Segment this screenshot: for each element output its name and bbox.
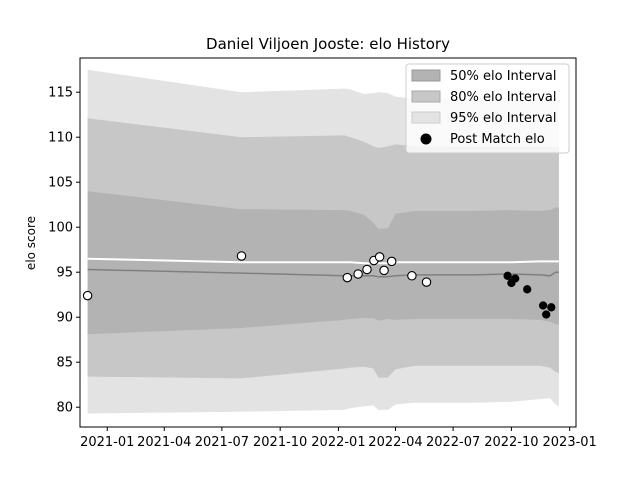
post-match-point-0 xyxy=(82,290,93,301)
legend-swatch-50 xyxy=(411,69,441,82)
y-tick-label-95: 95 xyxy=(56,266,73,281)
post-match-point-10 xyxy=(421,277,432,287)
legend-swatch-80 xyxy=(411,90,441,103)
y-tick-label-85: 85 xyxy=(56,356,73,371)
y-tick-label-115: 115 xyxy=(48,86,73,101)
y-tick-label-105: 105 xyxy=(48,176,73,191)
x-tick-label-2021-01: 2021-01 xyxy=(80,435,134,450)
legend-swatch-95 xyxy=(411,111,441,124)
legend-label-post-match: Post Match elo xyxy=(450,132,545,147)
post-match-point-17 xyxy=(547,303,556,312)
x-tick-label-2023-01: 2023-01 xyxy=(543,435,597,450)
x-tick-label-2021-04: 2021-04 xyxy=(137,435,191,450)
y-tick-label-90: 90 xyxy=(56,311,73,326)
x-tick-label-2021-10: 2021-10 xyxy=(253,435,307,450)
legend-frame xyxy=(405,63,570,154)
post-match-point-7 xyxy=(379,265,389,276)
post-match-point-1 xyxy=(236,251,247,261)
legend-label-95: 95% elo Interval xyxy=(450,111,557,126)
post-match-point-2 xyxy=(342,272,353,283)
post-match-point-9 xyxy=(407,271,417,281)
post-match-point-6 xyxy=(374,252,385,262)
post-match-point-16 xyxy=(542,310,551,319)
x-tick-label-2021-07: 2021-07 xyxy=(195,435,249,450)
post-match-point-13 xyxy=(511,274,520,283)
chart-title: Daniel Viljoen Jooste: elo History xyxy=(206,35,450,53)
post-match-point-14 xyxy=(523,285,532,294)
y-axis-label: elo score xyxy=(24,216,38,270)
x-tick-label-2022-01: 2022-01 xyxy=(311,435,365,450)
axes: 80 85 90 95 100 105 110 115 2021-01 2021-04 2021-0… xyxy=(48,86,597,450)
post-match-points xyxy=(82,251,556,319)
post-match-point-11 xyxy=(503,271,512,280)
post-match-point-4 xyxy=(362,264,372,275)
legend: 50% elo Interval 80% elo Interval 95% el… xyxy=(405,63,570,154)
x-tick-label-2022-07: 2022-07 xyxy=(426,435,480,450)
legend-label-80: 80% elo Interval xyxy=(450,90,557,105)
x-tick-label-2022-04: 2022-04 xyxy=(368,435,422,450)
post-match-point-15 xyxy=(538,301,548,310)
y-tick-label-80: 80 xyxy=(56,401,73,416)
interval-bands xyxy=(87,69,559,414)
post-match-point-3 xyxy=(353,269,363,279)
y-tick-label-110: 110 xyxy=(48,131,73,146)
y-tick-label-100: 100 xyxy=(48,221,73,236)
x-tick-label-2022-10: 2022-10 xyxy=(484,435,538,450)
post-match-point-8 xyxy=(386,256,397,267)
plot-frame xyxy=(79,57,577,428)
legend-label-50: 50% elo Interval xyxy=(450,69,557,84)
legend-marker-post-match xyxy=(420,133,432,145)
